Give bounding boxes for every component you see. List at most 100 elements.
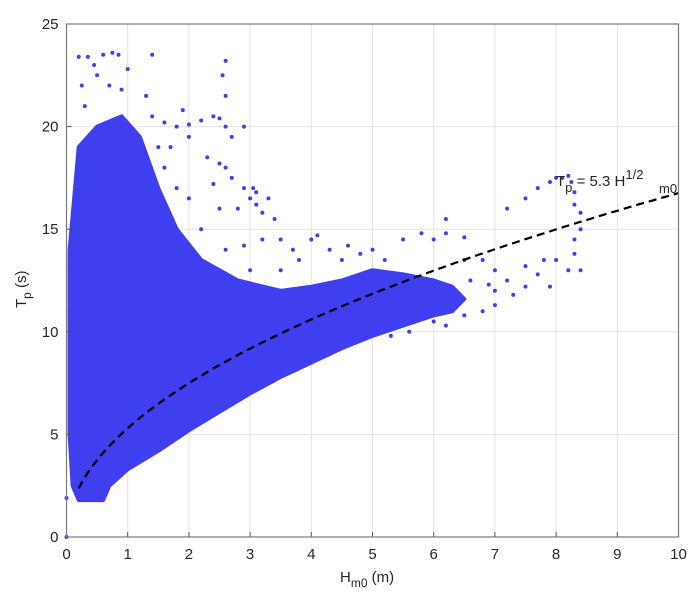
data-point: [150, 52, 155, 57]
data-point: [144, 93, 149, 98]
data-point: [73, 473, 78, 478]
data-point: [278, 237, 283, 242]
data-point: [578, 210, 583, 215]
data-point: [199, 118, 204, 123]
data-point: [223, 58, 228, 63]
data-point: [486, 282, 491, 287]
data-point: [79, 83, 84, 88]
fit-curve-group: [77, 192, 679, 489]
data-point: [480, 257, 485, 262]
data-point: [186, 134, 191, 139]
data-point: [241, 243, 246, 248]
data-point: [254, 202, 259, 207]
y-tick-label: 10: [42, 324, 59, 341]
data-point: [235, 206, 240, 211]
scatter-points: [64, 50, 583, 539]
fit-label: Tp = 5.3 H1/2: [556, 167, 643, 195]
data-point: [346, 243, 351, 248]
data-point: [566, 268, 571, 273]
data-point: [492, 288, 497, 293]
data-point: [462, 313, 467, 318]
data-point: [523, 196, 528, 201]
data-point: [229, 175, 234, 180]
data-point: [407, 329, 412, 334]
x-tick-label: 5: [368, 546, 376, 563]
data-point: [223, 93, 228, 98]
data-point: [174, 124, 179, 129]
data-point: [101, 52, 106, 57]
data-point: [168, 145, 173, 150]
data-point: [110, 50, 115, 55]
data-point: [248, 268, 253, 273]
data-point: [569, 180, 574, 185]
data-point: [156, 145, 161, 150]
data-point: [419, 231, 424, 236]
data-point: [95, 73, 100, 78]
data-point: [70, 329, 75, 334]
x-tick-label: 4: [307, 546, 315, 563]
data-point: [547, 284, 552, 289]
data-point: [150, 114, 155, 119]
data-point: [211, 114, 216, 119]
data-point: [554, 257, 559, 262]
data-point: [358, 251, 363, 256]
x-tick-label: 0: [62, 546, 70, 563]
data-point: [107, 83, 112, 88]
data-point: [229, 134, 234, 139]
data-point: [401, 237, 406, 242]
data-point: [462, 235, 467, 240]
data-point: [199, 227, 204, 232]
data-point: [431, 319, 436, 324]
y-axis-label: Tp (s): [13, 270, 34, 308]
data-point: [572, 237, 577, 242]
data-point: [566, 173, 571, 178]
data-point: [248, 196, 253, 201]
fit-label-subscript: m0: [659, 181, 677, 196]
data-point: [480, 309, 485, 314]
data-point: [260, 210, 265, 215]
x-tick-label: 9: [613, 546, 621, 563]
data-point: [523, 264, 528, 269]
data-point: [85, 54, 90, 59]
data-point: [541, 257, 546, 262]
data-point: [492, 268, 497, 273]
data-point: [290, 247, 295, 252]
data-point: [572, 251, 577, 256]
data-point: [180, 108, 185, 113]
y-tick-label: 20: [42, 119, 59, 136]
data-point: [119, 87, 124, 92]
data-point: [578, 268, 583, 273]
data-point: [70, 411, 75, 416]
data-point: [220, 73, 225, 78]
data-point: [535, 272, 540, 277]
data-point: [223, 247, 228, 252]
fit-curve: [77, 192, 679, 489]
x-tick-label: 2: [185, 546, 193, 563]
data-point: [523, 284, 528, 289]
x-tick-label: 1: [124, 546, 132, 563]
data-point: [125, 67, 130, 72]
y-tick-label: 5: [50, 426, 58, 443]
data-point: [241, 186, 246, 191]
data-point: [431, 237, 436, 242]
data-point: [251, 186, 256, 191]
data-point: [241, 124, 246, 129]
data-point: [82, 104, 87, 109]
data-point: [272, 216, 277, 221]
data-point: [309, 237, 314, 242]
data-point: [560, 175, 565, 180]
data-point: [492, 303, 497, 308]
data-point: [217, 206, 222, 211]
x-tick-label: 7: [491, 546, 499, 563]
data-point: [217, 116, 222, 121]
data-point: [162, 165, 167, 170]
data-point: [370, 247, 375, 252]
x-tick-label: 10: [670, 546, 687, 563]
data-point: [254, 190, 259, 195]
data-point: [554, 175, 559, 180]
data-point: [547, 180, 552, 185]
data-point: [67, 268, 72, 273]
data-point: [79, 498, 84, 503]
data-point: [211, 182, 216, 187]
